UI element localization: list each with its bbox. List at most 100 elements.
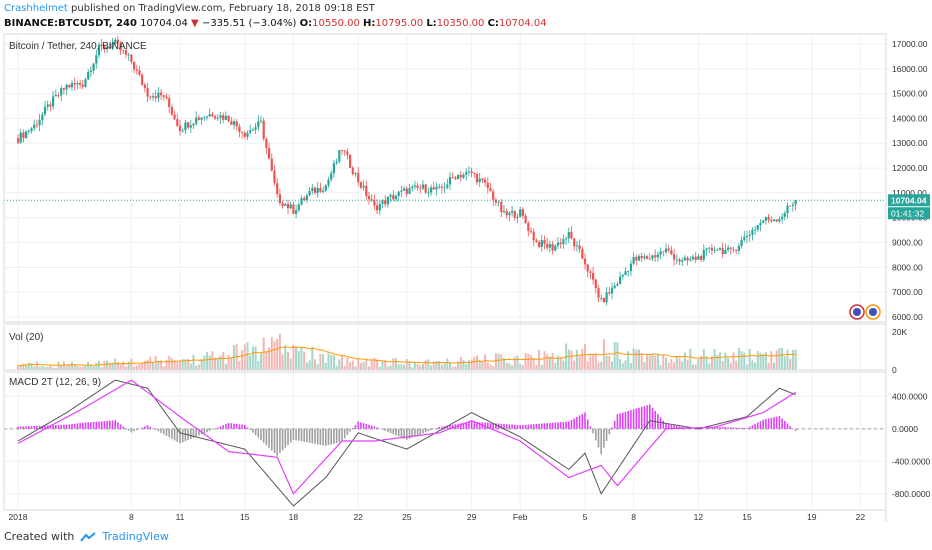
chart-area[interactable]: 17000.00 16000.00 15000.00 14000.00 13000.00… <box>0 0 932 530</box>
candle-body <box>235 121 238 127</box>
volume-bar <box>146 359 149 370</box>
macd-histogram-bar <box>176 428 179 442</box>
candle-body <box>567 231 570 239</box>
tradingview-brand-link[interactable]: TradingView <box>102 530 169 543</box>
macd-histogram-bar <box>95 421 98 429</box>
candle-body <box>789 205 792 207</box>
macd-histogram-bar <box>82 422 84 429</box>
candle-body <box>200 117 203 120</box>
macd-histogram-bar <box>622 412 624 429</box>
volume-bar <box>154 355 157 370</box>
volume-bar <box>778 348 781 370</box>
macd-histogram-bar <box>252 428 254 433</box>
last-price-label: 10704.04 <box>891 196 927 206</box>
candle-body <box>35 124 38 126</box>
candle-body <box>62 88 65 90</box>
candle-body <box>716 249 719 251</box>
volume-bar <box>721 360 724 370</box>
candle-body <box>427 192 430 194</box>
volume-bar <box>141 362 144 370</box>
x-tick-label: 8 <box>631 512 636 522</box>
x-tick-label: 22 <box>353 512 363 522</box>
volume-bar <box>319 354 322 370</box>
volume-bar <box>478 359 481 370</box>
volume-bar <box>338 359 341 370</box>
candle-body <box>238 126 241 132</box>
candle-body <box>308 191 311 196</box>
volume-bar <box>249 355 252 370</box>
volume-bar <box>764 352 767 370</box>
macd-histogram-bar <box>109 420 111 429</box>
volume-bar <box>619 359 622 370</box>
volume-bar <box>527 353 530 370</box>
macd-histogram-bar <box>759 421 762 429</box>
candle-body <box>775 219 778 222</box>
volume-bar <box>308 360 311 370</box>
macd-histogram-bar <box>73 423 76 429</box>
candle-body <box>224 115 227 120</box>
close-label: C: <box>487 18 499 29</box>
volume-bar <box>724 352 727 370</box>
volume-bar <box>192 354 195 370</box>
macd-histogram-bar <box>333 428 335 444</box>
candle-body <box>49 104 52 107</box>
macd-histogram-bar <box>192 428 195 438</box>
volume-bar <box>303 351 306 370</box>
volume-bar <box>395 358 397 370</box>
volume-bar <box>403 364 406 370</box>
volume-bar <box>195 365 198 370</box>
macd-histogram-bar <box>98 421 100 429</box>
macd-histogram-bar <box>438 426 440 429</box>
candle-body <box>502 211 506 213</box>
volume-bar <box>257 361 260 370</box>
x-tick-label: 15 <box>240 512 250 522</box>
volume-tick-label: 20K <box>892 327 907 337</box>
macd-histogram-bar <box>395 428 397 436</box>
volume-bar <box>559 356 562 370</box>
volume-bar <box>473 356 476 370</box>
macd-histogram-bar <box>605 428 608 441</box>
candle-body <box>535 240 538 243</box>
macd-histogram-bar <box>376 427 378 429</box>
candle-body <box>60 88 63 96</box>
volume-bar <box>276 338 279 370</box>
macd-histogram-bar <box>28 426 30 429</box>
candle-body <box>195 117 198 124</box>
volume-bar <box>149 356 152 370</box>
volume-bar <box>297 351 300 370</box>
macd-histogram-bar <box>60 424 62 429</box>
macd-histogram-bar <box>511 424 513 429</box>
macd-histogram-bar <box>273 428 276 454</box>
macd-histogram-bar <box>732 427 735 429</box>
candle-body <box>89 70 92 73</box>
macd-histogram-bar <box>362 423 365 429</box>
macd-histogram-bar <box>130 428 133 433</box>
volume-bar <box>608 355 611 370</box>
volume-bar <box>635 349 638 370</box>
candle-body <box>327 179 330 186</box>
volume-ma-line <box>17 346 796 367</box>
macd-histogram-bar <box>289 428 292 443</box>
volume-bar <box>300 346 303 370</box>
volume-bar <box>500 354 503 370</box>
candle-body <box>546 243 549 248</box>
author-link[interactable]: Crashhelmet <box>4 3 68 14</box>
macd-histogram-bar <box>673 425 675 429</box>
macd-histogram-bar <box>373 426 376 429</box>
candle-body <box>184 122 187 131</box>
macd-histogram-bar <box>465 422 467 429</box>
candle-body <box>689 259 692 261</box>
macd-histogram-bar <box>265 428 268 446</box>
candle-body <box>597 288 600 298</box>
volume-bar <box>33 366 36 370</box>
volume-bar <box>467 360 470 370</box>
candle-body <box>25 131 28 138</box>
macd-histogram-bar <box>217 427 219 429</box>
macd-histogram-bar <box>392 428 395 435</box>
candle-body <box>740 239 743 246</box>
volume-bar <box>311 347 314 370</box>
macd-histogram-bar <box>370 425 373 429</box>
volume-bar <box>208 355 211 370</box>
macd-histogram-bar <box>181 428 184 443</box>
macd-histogram-bar <box>25 426 27 429</box>
